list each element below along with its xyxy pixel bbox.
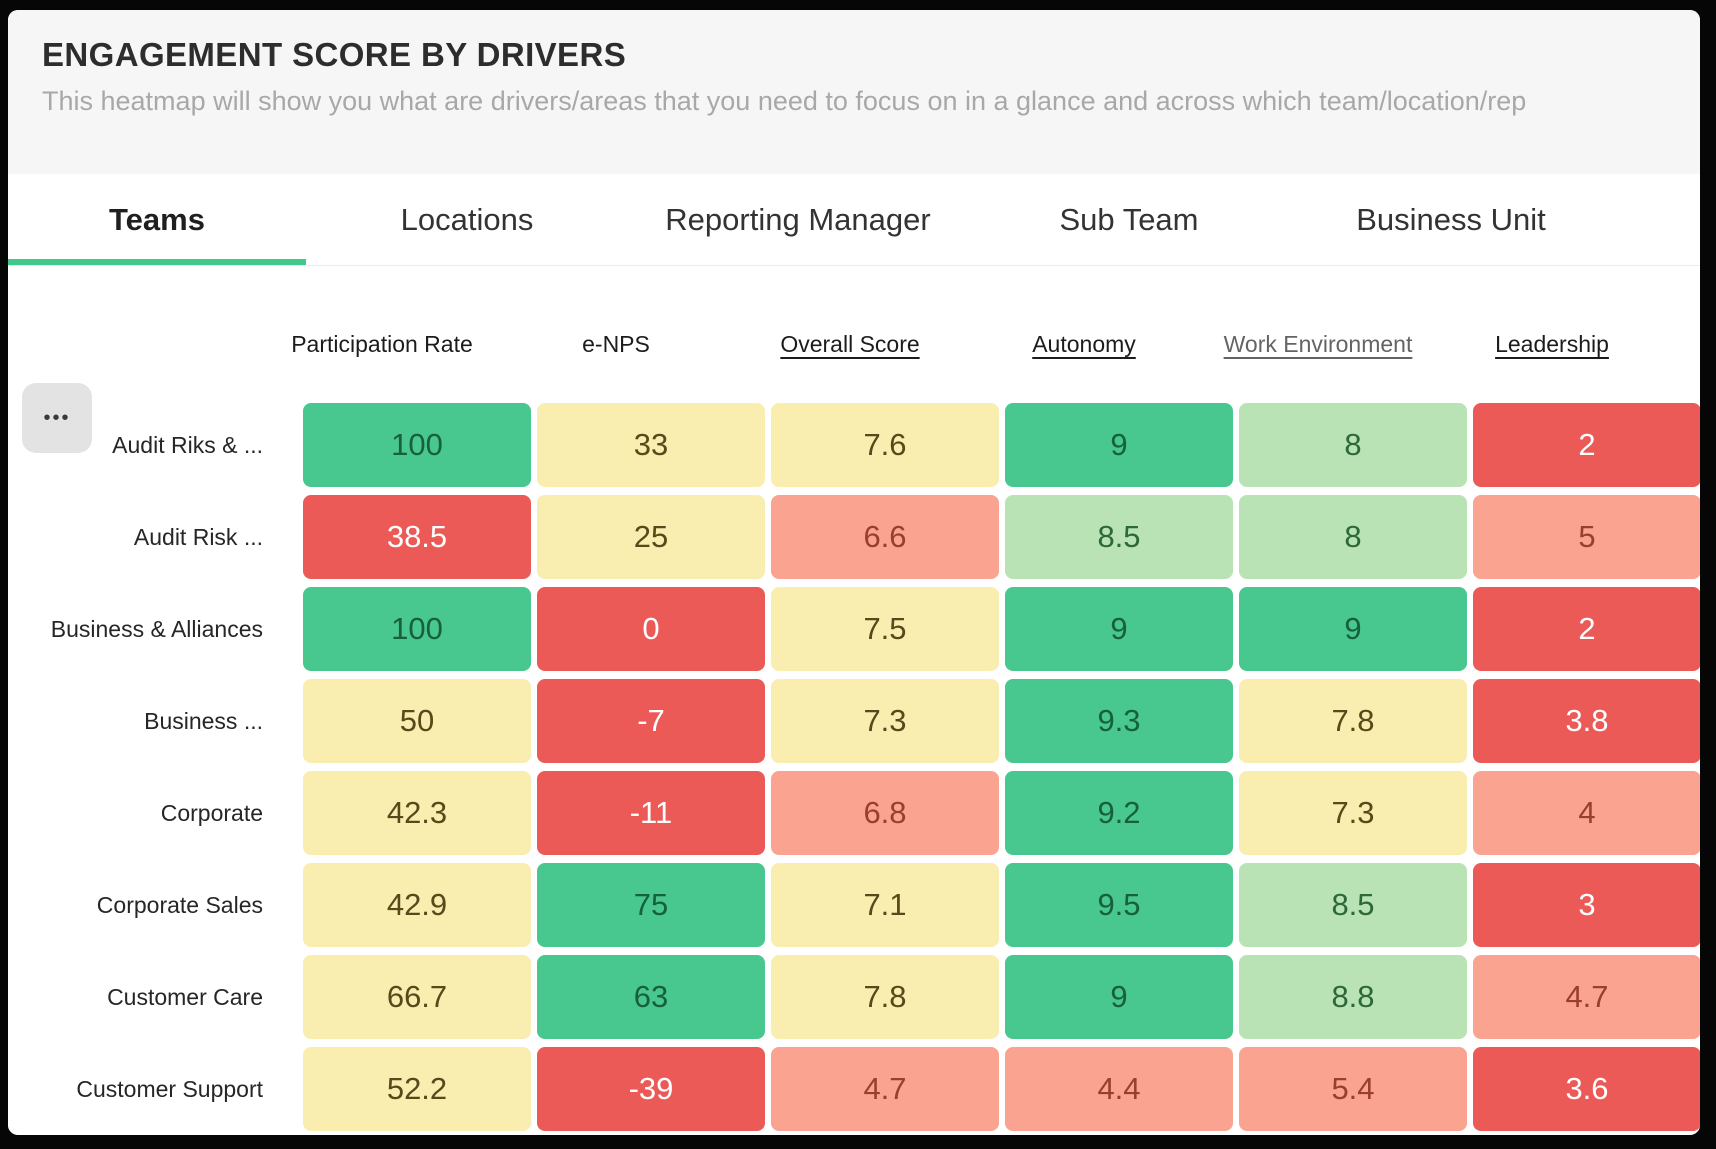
heatmap-cell[interactable]: 66.7 <box>303 955 531 1039</box>
heatmap-cell[interactable]: 9 <box>1005 955 1233 1039</box>
heatmap-cell[interactable]: 75 <box>537 863 765 947</box>
tab-reporting-manager[interactable]: Reporting Manager <box>665 201 931 237</box>
column-header-row: Participation Rate e-NPS Overall Score A… <box>8 324 1665 364</box>
heatmap-cell[interactable]: 38.5 <box>303 495 531 579</box>
tab-bar: Teams Locations Reporting Manager Sub Te… <box>8 174 1700 266</box>
tab-sub-team[interactable]: Sub Team <box>1059 201 1199 237</box>
page-title: ENGAGEMENT SCORE BY DRIVERS <box>42 36 627 73</box>
heatmap-cell[interactable]: 100 <box>303 403 531 487</box>
heatmap-cell[interactable]: 25 <box>537 495 765 579</box>
row-label: Business & Alliances <box>50 615 263 642</box>
row-label: Corporate <box>160 799 263 826</box>
heatmap-cell[interactable]: 9.2 <box>1005 771 1233 855</box>
table-row: Corporate 42.3 -11 6.8 9.2 7.3 4 <box>8 771 1700 855</box>
heatmap-cell[interactable]: 9.3 <box>1005 679 1233 763</box>
heatmap-cell[interactable]: 42.3 <box>303 771 531 855</box>
heatmap-cell[interactable]: -7 <box>537 679 765 763</box>
row-label: Customer Support <box>76 1075 263 1102</box>
heatmap-cell[interactable]: 42.9 <box>303 863 531 947</box>
heatmap-cell[interactable]: 7.1 <box>771 863 999 947</box>
widget-panel: ENGAGEMENT SCORE BY DRIVERS This heatmap… <box>8 10 1700 1135</box>
heatmap-cell[interactable]: 8 <box>1239 403 1467 487</box>
heatmap-cell[interactable]: 4.4 <box>1005 1047 1233 1131</box>
heatmap-cell[interactable]: 9 <box>1239 587 1467 671</box>
heatmap-cell[interactable]: 5.4 <box>1239 1047 1467 1131</box>
heatmap-cell[interactable]: 52.2 <box>303 1047 531 1131</box>
heatmap-cell[interactable]: 9 <box>1005 587 1233 671</box>
heatmap-cell[interactable]: 33 <box>537 403 765 487</box>
heatmap-cell[interactable]: 4.7 <box>771 1047 999 1131</box>
column-header-participation-rate[interactable]: Participation Rate <box>291 330 473 357</box>
heatmap-matrix: Participation Rate e-NPS Overall Score A… <box>8 266 1700 1131</box>
heatmap-cell[interactable]: 0 <box>537 587 765 671</box>
heatmap-cell[interactable]: 9.5 <box>1005 863 1233 947</box>
column-header-leadership[interactable]: Leadership <box>1495 330 1609 357</box>
heatmap-cell[interactable]: 9 <box>1005 403 1233 487</box>
table-row: Customer Support 52.2 -39 4.7 4.4 5.4 3.… <box>8 1047 1700 1131</box>
table-row: Corporate Sales 42.9 75 7.1 9.5 8.5 3 <box>8 863 1700 947</box>
heatmap-cell[interactable]: -11 <box>537 771 765 855</box>
heatmap-cell[interactable]: 8.5 <box>1239 863 1467 947</box>
heatmap-cell[interactable]: 8 <box>1239 495 1467 579</box>
column-header-overall-score[interactable]: Overall Score <box>780 330 920 357</box>
row-label: Audit Riks & ... <box>112 431 263 458</box>
heatmap-cell[interactable]: 2 <box>1473 403 1700 487</box>
heatmap-cell[interactable]: 7.3 <box>1239 771 1467 855</box>
heatmap-cell[interactable]: 7.6 <box>771 403 999 487</box>
heatmap-cell[interactable]: 6.6 <box>771 495 999 579</box>
column-header-work-environment[interactable]: Work Environment <box>1223 330 1413 357</box>
heatmap-cell[interactable]: 4.7 <box>1473 955 1700 1039</box>
heatmap-cell[interactable]: -39 <box>537 1047 765 1131</box>
page-subtitle: This heatmap will show you what are driv… <box>42 86 1527 116</box>
heatmap-cell[interactable]: 7.8 <box>1239 679 1467 763</box>
heatmap-cell[interactable]: 4 <box>1473 771 1700 855</box>
heatmap-cell[interactable]: 3 <box>1473 863 1700 947</box>
column-header-autonomy[interactable]: Autonomy <box>1032 330 1136 357</box>
heatmap-cell[interactable]: 7.8 <box>771 955 999 1039</box>
column-header-enps[interactable]: e-NPS <box>582 330 650 357</box>
widget-header: ENGAGEMENT SCORE BY DRIVERS This heatmap… <box>8 10 1700 174</box>
heatmap-cell[interactable]: 100 <box>303 587 531 671</box>
tab-business-unit[interactable]: Business Unit <box>1356 201 1546 237</box>
heatmap-area: ••• Participation Rate e-NPS Overall Sco… <box>8 266 1700 1131</box>
row-label: Business ... <box>144 707 263 734</box>
heatmap-cell[interactable]: 8.8 <box>1239 955 1467 1039</box>
heatmap-cell[interactable]: 5 <box>1473 495 1700 579</box>
table-row: Audit Risk ... 38.5 25 6.6 8.5 8 5 <box>8 495 1700 579</box>
heatmap-cell[interactable]: 2 <box>1473 587 1700 671</box>
ellipsis-icon: ••• <box>43 407 71 429</box>
table-row: Customer Care 66.7 63 7.8 9 8.8 4.7 <box>8 955 1700 1039</box>
row-label: Customer Care <box>107 983 263 1010</box>
heatmap-cell[interactable]: 3.8 <box>1473 679 1700 763</box>
heatmap-cell[interactable]: 6.8 <box>771 771 999 855</box>
table-row: Business & Alliances 100 0 7.5 9 9 2 <box>8 587 1700 671</box>
heatmap-cell[interactable]: 63 <box>537 955 765 1039</box>
tab-teams[interactable]: Teams <box>8 174 306 265</box>
heatmap-cell[interactable]: 7.3 <box>771 679 999 763</box>
table-row: Audit Riks & ... 100 33 7.6 9 8 2 <box>8 403 1700 487</box>
heatmap-cell[interactable]: 8.5 <box>1005 495 1233 579</box>
tab-locations[interactable]: Locations <box>400 201 534 237</box>
row-label: Corporate Sales <box>96 891 263 918</box>
heatmap-cell[interactable]: 3.6 <box>1473 1047 1700 1131</box>
more-options-button[interactable]: ••• <box>22 383 92 453</box>
heatmap-cell[interactable]: 7.5 <box>771 587 999 671</box>
table-row: Business ... 50 -7 7.3 9.3 7.8 3.8 <box>8 679 1700 763</box>
heatmap-cell[interactable]: 50 <box>303 679 531 763</box>
row-label: Audit Risk ... <box>133 523 263 550</box>
column-header-spacer <box>8 324 268 364</box>
